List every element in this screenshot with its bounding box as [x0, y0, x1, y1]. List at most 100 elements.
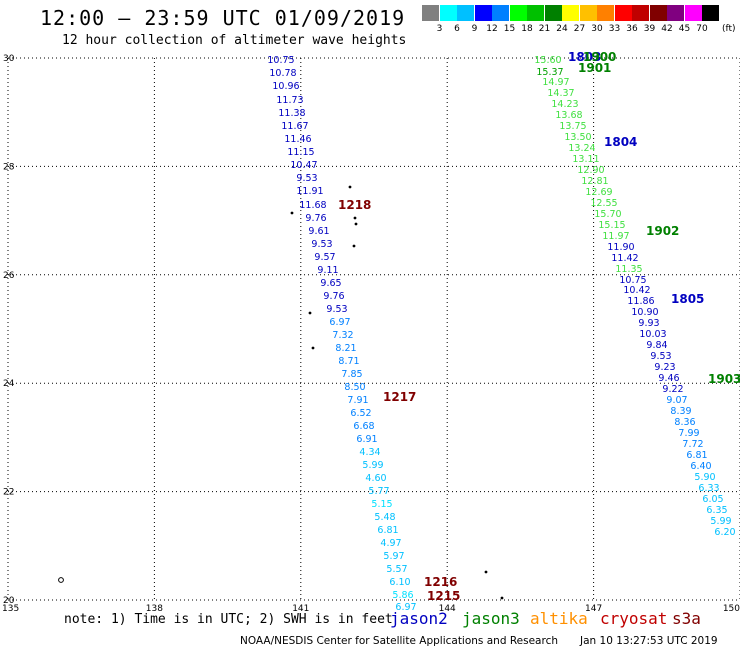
swh-value: 6.40	[690, 461, 711, 472]
swh-value: 9.76	[323, 291, 344, 302]
color-scale-label: 36	[626, 24, 638, 34]
island-dot	[354, 222, 358, 226]
island-dot	[352, 244, 356, 248]
lon-tick-label: 144	[439, 604, 456, 614]
color-swatch	[562, 5, 579, 21]
pass-time-label: 1804	[604, 135, 637, 149]
swh-track-east: 15.6015.3714.9714.3714.2313.6813.7513.50…	[534, 55, 735, 538]
swh-value: 12.55	[590, 198, 617, 209]
swh-value: 6.81	[686, 450, 707, 461]
swh-value: 11.68	[299, 200, 326, 211]
lat-tick-label: 28	[3, 162, 15, 172]
swh-value: 7.85	[341, 369, 362, 380]
swh-value: 6.91	[356, 434, 377, 445]
pass-time-label: 1217	[383, 390, 416, 404]
swh-value: 11.35	[615, 264, 642, 275]
lat-tick-label: 20	[3, 596, 15, 606]
pass-time-label: 1215	[427, 589, 460, 603]
swh-value: 11.86	[627, 296, 654, 307]
legend-item-jason2: jason2	[390, 609, 448, 628]
lon-tick-label: 138	[146, 604, 163, 614]
island-dot	[500, 596, 504, 600]
legend-item-jason3: jason3	[462, 609, 520, 628]
color-scale-label: 12	[486, 24, 498, 34]
swh-value: 13.68	[555, 110, 582, 121]
color-scale-label: 9	[471, 24, 478, 34]
color-scale-label: 70	[696, 24, 708, 34]
swh-value: 10.03	[639, 329, 666, 340]
pass-time-label: 1902	[646, 224, 679, 238]
swh-value: 9.11	[317, 265, 338, 276]
lat-tick-label: 26	[3, 271, 15, 281]
swh-value: 5.90	[694, 472, 715, 483]
swh-value: 9.76	[305, 213, 326, 224]
color-scale-label: 45	[678, 24, 691, 34]
swh-value: 15.70	[594, 209, 621, 220]
color-scale-label: 21	[538, 24, 551, 34]
swh-value: 9.61	[308, 226, 329, 237]
swh-value: 8.50	[344, 382, 365, 393]
swh-value: 12.81	[581, 176, 608, 187]
swh-value: 9.07	[666, 395, 687, 406]
swh-value: 8.36	[674, 417, 695, 428]
swh-value: 9.53	[311, 239, 332, 250]
swh-value: 9.57	[314, 252, 335, 263]
swh-value: 7.32	[332, 330, 353, 341]
swh-value: 6.10	[389, 577, 410, 588]
color-scale-label: 27	[573, 24, 586, 34]
swh-value: 11.90	[607, 242, 634, 253]
swh-value: 9.84	[646, 340, 667, 351]
legend-item-cryosat: cryosat	[600, 609, 668, 628]
swh-value: 15.15	[598, 220, 625, 231]
swh-value: 11.42	[611, 253, 638, 264]
swh-value: 4.34	[359, 447, 380, 458]
map-title: 12:00 – 23:59 UTC 01/09/2019	[40, 6, 406, 30]
swh-value: 10.42	[623, 285, 650, 296]
swh-value: 11.97	[602, 231, 629, 242]
color-scale-label: 30	[591, 24, 603, 34]
lat-tick-label: 30	[3, 54, 15, 64]
swh-value: 9.93	[638, 318, 659, 329]
swh-value: 7.91	[347, 395, 368, 406]
color-scale-unit: (ft)	[722, 24, 736, 34]
swh-value: 5.86	[392, 590, 413, 601]
swh-value: 8.39	[670, 406, 691, 417]
color-scale-label: 3	[436, 24, 443, 34]
swh-value: 13.11	[572, 154, 599, 165]
swh-value: 9.53	[296, 173, 317, 184]
footer-source: NOAA/NESDIS Center for Satellite Applica…	[240, 635, 558, 647]
swh-value: 11.38	[278, 108, 305, 119]
color-swatch	[544, 5, 562, 21]
islands	[58, 185, 504, 600]
note-text: note: 1) Time is in UTC; 2) SWH is in fe…	[64, 612, 393, 627]
color-scale-label: 24	[556, 24, 568, 34]
swh-value: 5.48	[374, 512, 395, 523]
color-swatch	[474, 5, 492, 21]
pass-time-label: 1216	[424, 575, 457, 589]
swh-value: 7.99	[678, 428, 699, 439]
color-swatch	[684, 5, 702, 21]
swh-value: 11.91	[296, 186, 323, 197]
color-swatch	[439, 5, 457, 21]
swh-value: 7.72	[682, 439, 703, 450]
swh-value: 10.90	[631, 307, 658, 318]
swh-value: 11.15	[287, 147, 314, 158]
pass-time-label: 1218	[338, 198, 371, 212]
swh-value: 9.22	[662, 384, 683, 395]
swh-value: 6.81	[377, 525, 398, 536]
pass-time-label: 1803	[568, 50, 601, 64]
lon-tick-label: 141	[292, 604, 309, 614]
color-scale-label: 39	[643, 24, 656, 34]
lon-tick-label: 150	[723, 604, 740, 614]
lon-tick-label: 147	[585, 604, 602, 614]
swh-value: 9.23	[654, 362, 675, 373]
color-scale-label: 18	[521, 24, 533, 34]
island-dot	[484, 570, 488, 574]
island-dot	[290, 211, 294, 215]
map-subtitle: 12 hour collection of altimeter wave hei…	[62, 33, 407, 48]
swh-value: 9.53	[326, 304, 347, 315]
color-swatch	[614, 5, 632, 21]
color-scale-label: 6	[454, 24, 460, 34]
pass-time-label: 1900	[583, 50, 616, 64]
